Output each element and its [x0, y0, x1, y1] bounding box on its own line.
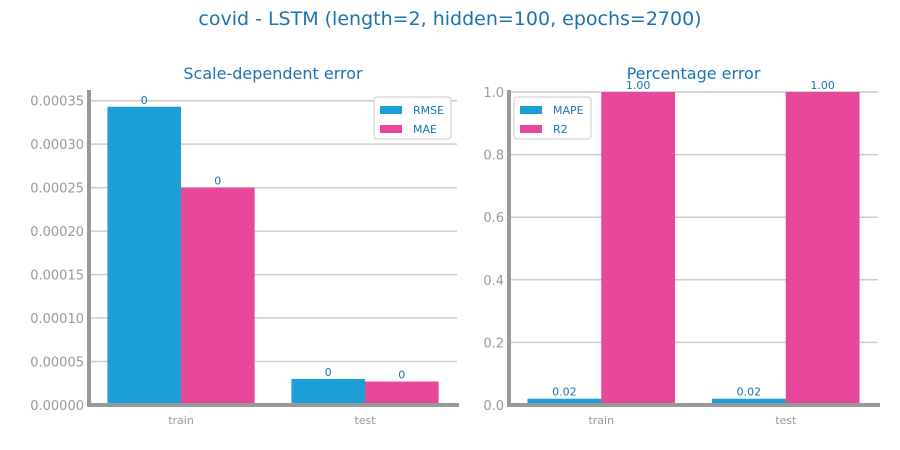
y-tick-label: 0.00000	[30, 399, 84, 414]
bar-rmse-test	[291, 378, 365, 405]
data-label: 1.00	[810, 79, 835, 92]
data-label: 0.02	[552, 386, 577, 399]
y-tick-label: 0.0	[483, 399, 504, 414]
legend-label: MAE	[413, 123, 437, 136]
figure-title: covid - LSTM (length=2, hidden=100, epoc…	[198, 8, 701, 30]
y-tick-label: 0.00035	[30, 95, 84, 110]
x-tick-label: test	[775, 414, 797, 427]
y-tick-label: 0.00030	[30, 138, 84, 153]
chart-title: Percentage error	[627, 64, 761, 83]
y-tick-label: 0.00025	[30, 182, 84, 197]
legend: RMSE MAE	[373, 96, 452, 140]
y-tick-label: 0.8	[483, 149, 504, 164]
bar-mape-train	[527, 398, 602, 405]
legend-swatch	[520, 125, 542, 133]
x-tick-label: test	[354, 414, 376, 427]
bar-mape-test	[711, 398, 786, 405]
legend-swatch	[380, 125, 402, 133]
chart-scale-dependent-error: Scale-dependent error 0.00000 0.00005 0.000…	[30, 64, 459, 427]
chart-title: Scale-dependent error	[183, 64, 363, 83]
legend-swatch	[380, 106, 402, 114]
data-label: 0.02	[737, 386, 762, 399]
bar-r2-test	[785, 92, 860, 405]
bar-mae-test	[365, 381, 439, 405]
y-tick-label: 0.00015	[30, 269, 84, 284]
data-label: 0	[214, 175, 221, 188]
data-label: 0	[398, 369, 405, 382]
bar-r2-train	[601, 92, 676, 405]
chart-percentage-error: Percentage error 0.0 0.2 0.4 0.6 0.8 1.0 0.02 1.…	[483, 64, 880, 427]
y-tick-label: 0.2	[483, 336, 504, 351]
data-label: 0	[141, 94, 148, 107]
bar-rmse-train	[107, 106, 181, 406]
y-tick-label: 0.00010	[30, 312, 84, 327]
y-tick-label: 0.00005	[30, 356, 84, 371]
data-label: 0	[325, 366, 332, 379]
y-tick-label: 0.00020	[30, 225, 84, 240]
bar-mae-train	[181, 187, 255, 405]
data-label: 1.00	[626, 79, 651, 92]
y-tick-label: 0.6	[483, 211, 504, 226]
legend: MAPE R2	[513, 96, 592, 140]
y-tick-label: 0.4	[483, 274, 504, 289]
legend-label: RMSE	[413, 104, 444, 117]
legend-label: R2	[553, 123, 568, 136]
y-tick-label: 1.0	[483, 86, 504, 101]
x-tick-label: train	[588, 414, 614, 427]
legend-swatch	[520, 106, 542, 114]
legend-label: MAPE	[553, 104, 584, 117]
x-tick-label: train	[168, 414, 194, 427]
